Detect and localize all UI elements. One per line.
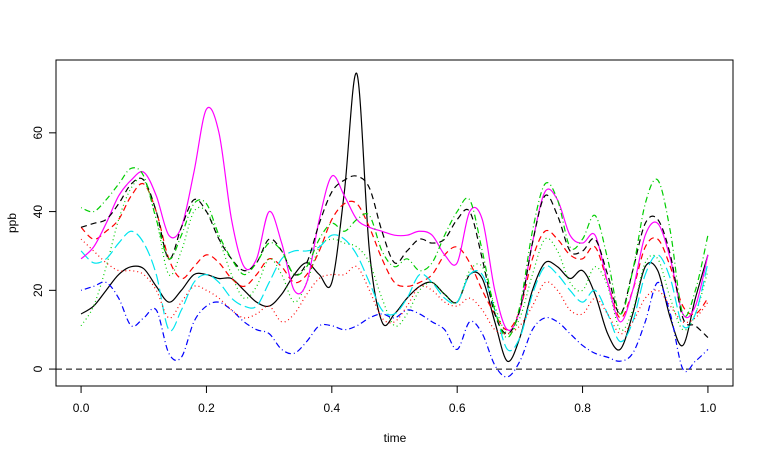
x-tick-label: 0.4 [323, 401, 340, 415]
y-axis-label: ppb [5, 213, 19, 233]
series-line [80, 177, 709, 335]
series-line [80, 72, 709, 363]
y-tick-label: 40 [31, 205, 45, 219]
series-line [80, 175, 709, 339]
y-tick-label: 20 [31, 283, 45, 297]
x-tick-label: 0.2 [198, 401, 215, 415]
y-tick-label: 60 [31, 126, 45, 140]
y-tick-label: 0 [31, 365, 45, 372]
series-line [80, 230, 709, 352]
series-line [80, 106, 709, 331]
x-tick-label: 0.6 [449, 401, 466, 415]
x-axis-label: time [384, 431, 407, 445]
series-line [80, 167, 709, 339]
x-tick-label: 0.0 [73, 401, 90, 415]
series-line [80, 182, 709, 331]
x-tick-label: 0.8 [574, 401, 591, 415]
series-line [80, 238, 709, 335]
x-tick-label: 1.0 [700, 401, 717, 415]
